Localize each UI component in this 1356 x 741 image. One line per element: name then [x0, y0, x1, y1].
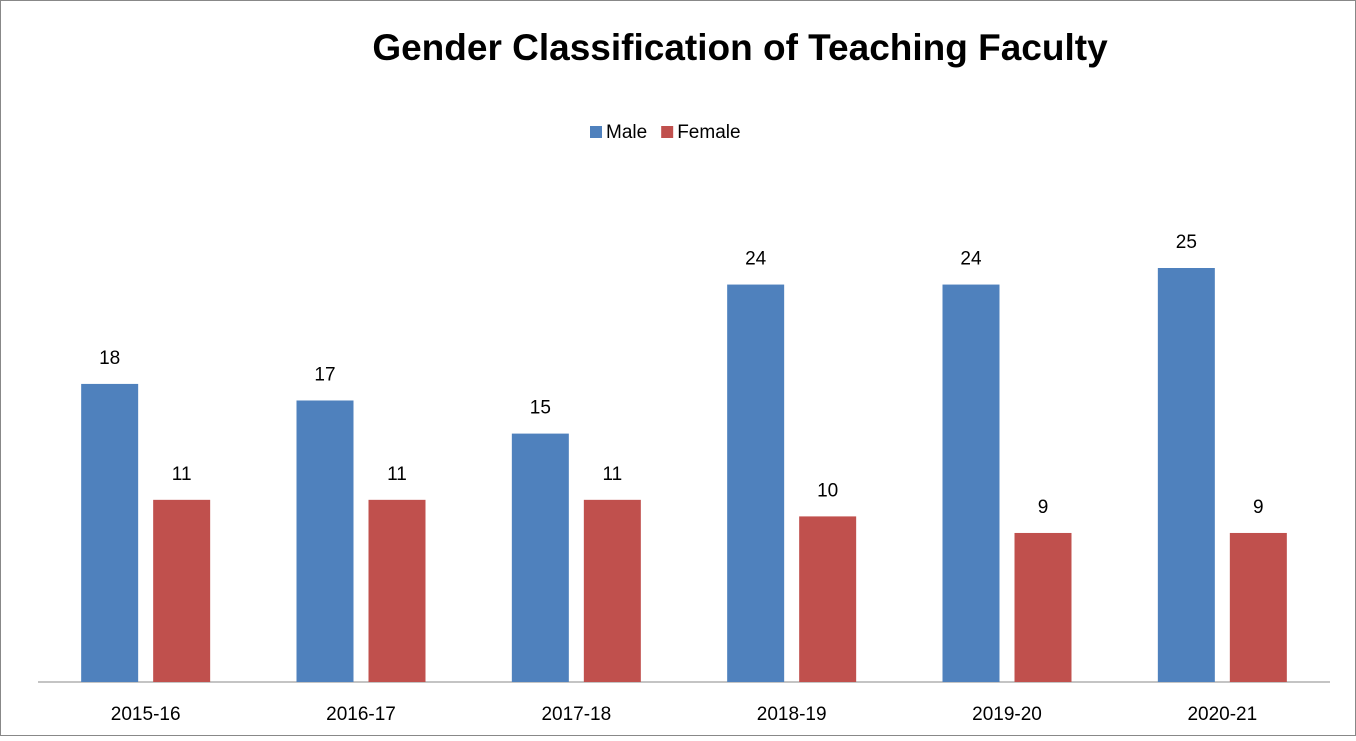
legend-swatch: [590, 126, 602, 138]
data-label: 11: [387, 464, 407, 485]
bar: [296, 400, 354, 682]
data-label: 24: [960, 249, 982, 270]
x-tick-label: 2019-20: [972, 704, 1042, 725]
bar: [81, 383, 139, 682]
legend-label: Male: [606, 122, 647, 143]
x-tick-label: 2016-17: [326, 704, 396, 725]
bar: [1229, 532, 1287, 682]
x-tick-label: 2018-19: [757, 704, 827, 725]
data-label: 9: [1038, 497, 1049, 518]
data-label: 18: [99, 348, 120, 369]
bar: [727, 284, 785, 682]
x-tick-label: 2017-18: [541, 704, 611, 725]
data-label: 11: [602, 464, 622, 485]
data-label: 25: [1176, 232, 1197, 253]
bar: [942, 284, 1000, 682]
chart-title: Gender Classification of Teaching Facult…: [372, 27, 1108, 68]
legend-label: Female: [677, 122, 740, 143]
data-label: 15: [530, 398, 551, 419]
x-tick-label: 2020-21: [1187, 704, 1257, 725]
data-label: 24: [745, 249, 767, 270]
bar: [153, 499, 211, 682]
bar: [583, 499, 641, 682]
data-label: 11: [172, 464, 192, 485]
data-label: 10: [817, 480, 838, 501]
bar: [1157, 268, 1215, 682]
legend-swatch: [661, 126, 674, 138]
bar: [799, 516, 857, 682]
data-label: 9: [1253, 497, 1264, 518]
bar: [368, 499, 426, 682]
x-tick-label: 2015-16: [111, 704, 181, 725]
bar: [1014, 532, 1072, 682]
bar: [511, 433, 569, 682]
data-label: 17: [314, 364, 335, 385]
